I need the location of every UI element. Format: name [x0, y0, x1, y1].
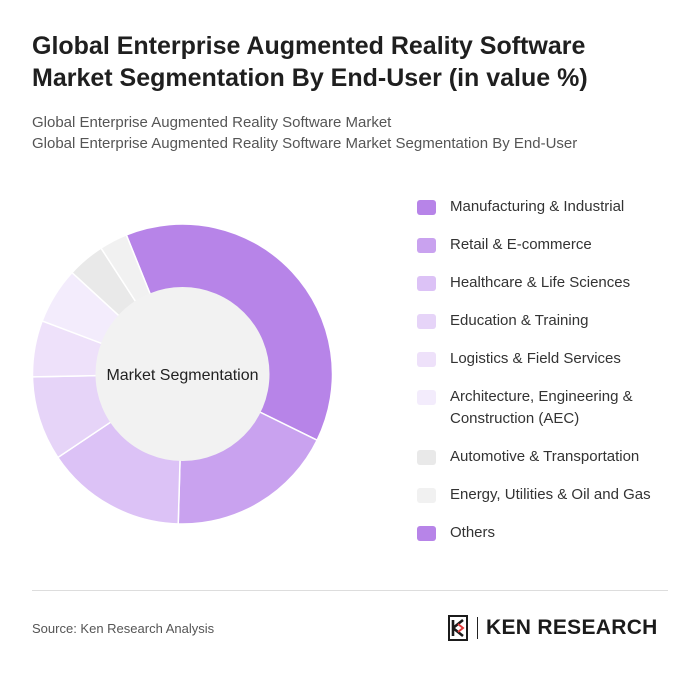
legend-item: Healthcare & Life Sciences: [417, 272, 687, 294]
legend-label: Manufacturing & Industrial: [450, 198, 625, 215]
legend-swatch: [417, 450, 436, 465]
legend-swatch: [417, 276, 436, 291]
source-note: Source: Ken Research Analysis: [32, 621, 215, 636]
chart-legend: Manufacturing & Industrial Retail & E-com…: [417, 196, 687, 560]
chart-subtitle: Global Enterprise Augmented Reality Soft…: [32, 112, 672, 154]
legend-label: Energy, Utilities & Oil and Gas: [450, 486, 651, 503]
donut-chart: Market Segmentation: [31, 223, 334, 525]
subtitle-line-2: Global Enterprise Augmented Reality Soft…: [32, 135, 578, 152]
ken-research-logo: KEN RESEARCH: [447, 614, 658, 642]
legend-item: Retail & E-commerce: [417, 234, 687, 256]
legend-item: Logistics & Field Services: [417, 348, 687, 370]
legend-item: Architecture, Engineering & Construction…: [417, 386, 687, 430]
legend-label: Architecture, Engineering & Construction…: [450, 388, 633, 427]
legend-swatch: [417, 526, 436, 541]
chart-title: Global Enterprise Augmented Reality Soft…: [32, 32, 588, 92]
legend-item: Energy, Utilities & Oil and Gas: [417, 484, 687, 506]
legend-swatch: [417, 390, 436, 405]
donut-center-label: Market Segmentation: [106, 367, 258, 384]
legend-item: Manufacturing & Industrial: [417, 196, 687, 218]
legend-swatch: [417, 200, 436, 215]
legend-label: Retail & E-commerce: [450, 236, 592, 253]
legend-item: Education & Training: [417, 310, 687, 332]
subtitle-line-1: Global Enterprise Augmented Reality Soft…: [32, 114, 392, 131]
legend-item: Others: [417, 522, 687, 544]
logo-separator: [477, 617, 478, 639]
logo-wordmark: KEN RESEARCH: [486, 616, 658, 639]
ken-research-logo-icon: [448, 615, 468, 641]
legend-label: Logistics & Field Services: [450, 350, 621, 367]
footer-divider: [32, 590, 668, 591]
donut-hole: [95, 287, 270, 461]
legend-swatch: [417, 238, 436, 253]
legend-swatch: [417, 314, 436, 329]
legend-item: Automotive & Transportation: [417, 446, 687, 468]
legend-swatch: [417, 352, 436, 367]
legend-swatch: [417, 488, 436, 503]
legend-label: Others: [450, 524, 496, 541]
legend-label: Education & Training: [450, 312, 589, 329]
legend-label: Automotive & Transportation: [450, 448, 640, 465]
legend-label: Healthcare & Life Sciences: [450, 274, 631, 291]
